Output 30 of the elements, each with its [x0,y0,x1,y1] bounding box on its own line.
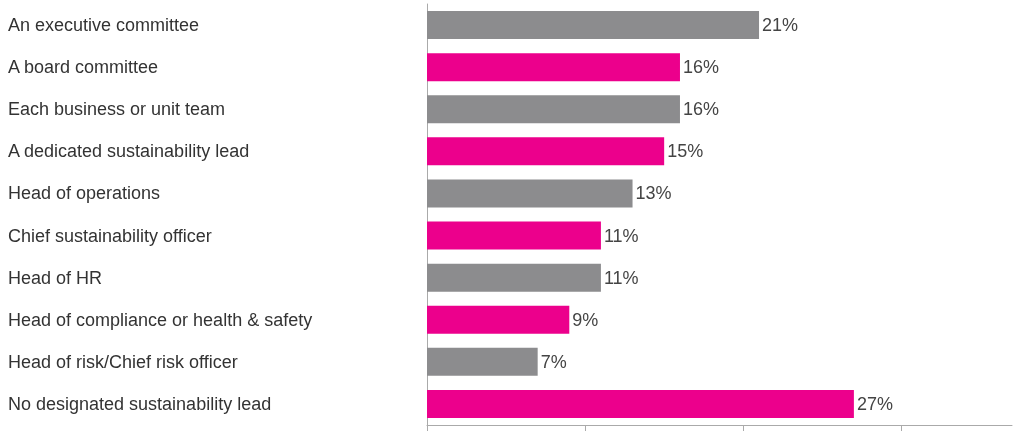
bar [427,221,601,250]
y-tick-label: Head of compliance or health & safety [8,309,313,330]
bar [427,263,601,292]
bar [427,53,680,82]
bar [427,347,538,376]
y-tick-label: Head of risk/Chief risk officer [8,351,238,372]
data-label: 21% [762,15,799,36]
y-tick-label: No designated sustainability lead [8,393,272,414]
y-tick-label: A board committee [8,57,159,78]
y-tick-label: Head of operations [8,183,161,204]
data-label: 11% [603,225,639,246]
bar [427,179,633,208]
y-tick-label: Each business or unit team [8,99,226,120]
y-tick-label: An executive committee [8,15,200,36]
bar [427,305,570,334]
data-label: 27% [856,393,893,414]
data-label: 15% [667,141,704,162]
data-label: 11% [603,267,639,288]
data-label: 7% [540,351,567,372]
data-label: 13% [635,183,672,204]
bar [427,137,665,166]
bar [427,95,680,124]
y-tick-label: Chief sustainability officer [8,225,212,246]
y-tick-label: A dedicated sustainability lead [8,141,250,162]
y-tick-label: Head of HR [8,267,103,288]
data-label: 9% [572,309,599,330]
bar [427,11,760,40]
data-label: 16% [682,57,719,78]
data-label: 16% [682,99,719,120]
bar [427,389,854,418]
